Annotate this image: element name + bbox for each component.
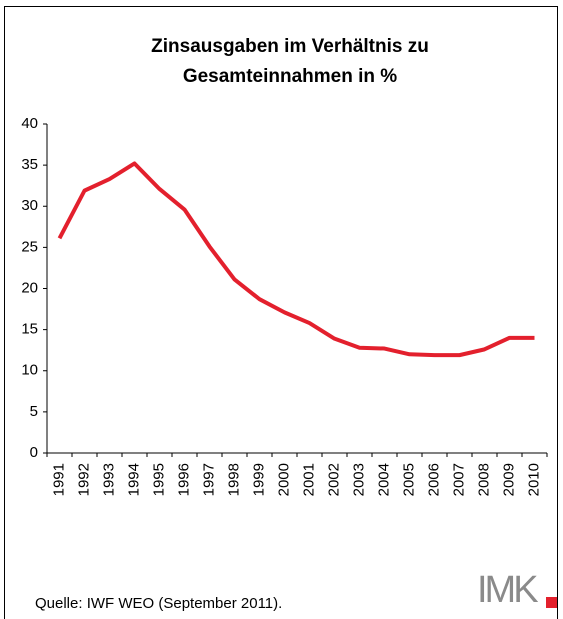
- x-tick-label: 2008: [475, 463, 492, 496]
- frame: [4, 6, 558, 619]
- x-tick-label: 2000: [275, 463, 292, 496]
- logo-square: [546, 597, 557, 608]
- x-tick-label: 2004: [375, 463, 392, 496]
- data-line: [57, 161, 535, 358]
- source-note: Quelle: IWF WEO (September 2011).: [35, 595, 282, 612]
- logo: IMK: [477, 569, 538, 611]
- y-tick-label: 15: [21, 321, 38, 338]
- x-tick-label: 2006: [425, 463, 442, 496]
- y-tick-label: 5: [30, 403, 38, 420]
- y-tick-label: 30: [21, 197, 38, 214]
- x-tick-label: 1996: [175, 463, 192, 496]
- x-tick-label: 1994: [125, 463, 142, 496]
- x-tick-label: 2007: [450, 463, 467, 496]
- x-tick-label: 1998: [225, 463, 242, 496]
- y-tick-label: 25: [21, 238, 38, 255]
- y-tick-label: 40: [21, 115, 38, 132]
- x-tick-label: 2009: [500, 463, 517, 496]
- x-tick-label: 2005: [400, 463, 417, 496]
- x-tick-label: 2002: [325, 463, 342, 496]
- x-tick-label: 1992: [75, 463, 92, 496]
- x-tick-label: 2010: [525, 463, 542, 496]
- x-tick-label: 2001: [300, 463, 317, 496]
- y-tick-label: 20: [21, 279, 38, 296]
- y-tick-label: 35: [21, 156, 38, 173]
- x-tick-label: 1993: [100, 463, 117, 496]
- y-tick-label: 10: [21, 362, 38, 379]
- chart-title: Gesamteinnahmen in %: [183, 66, 397, 87]
- x-tick-label: 2003: [350, 463, 367, 496]
- x-tick-label: 1999: [250, 463, 267, 496]
- x-tick-label: 1995: [150, 463, 167, 496]
- x-tick-label: 1997: [200, 463, 217, 496]
- chart-title: Zinsausgaben im Verhältnis zu: [151, 36, 429, 57]
- x-tick-label: 1991: [50, 463, 67, 496]
- y-tick-label: 0: [30, 444, 38, 461]
